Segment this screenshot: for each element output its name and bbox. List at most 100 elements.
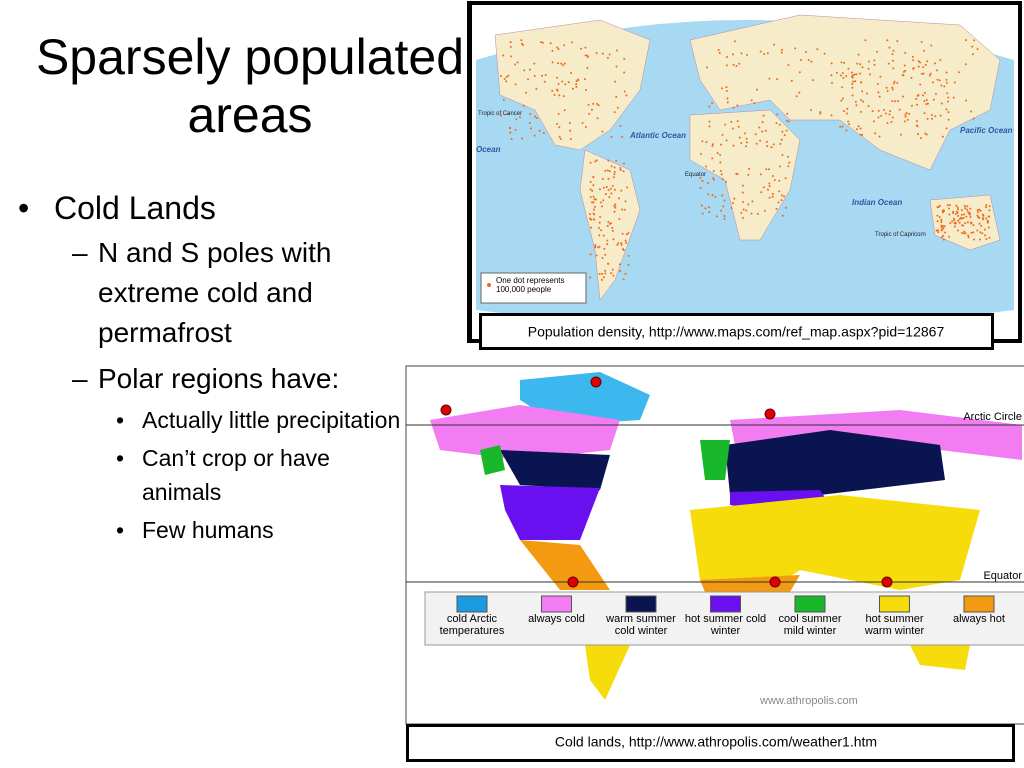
dot <box>708 206 711 209</box>
dot <box>986 221 989 224</box>
dot <box>610 165 613 168</box>
dot <box>624 200 627 203</box>
dot <box>750 212 753 215</box>
dot <box>725 139 728 142</box>
dot <box>843 61 846 64</box>
dot <box>586 67 589 70</box>
dot <box>541 41 544 44</box>
dot <box>594 244 597 247</box>
dot <box>970 110 973 113</box>
map-label: Pacific Ocean <box>960 126 1013 135</box>
dot <box>934 62 937 65</box>
dot <box>594 160 597 163</box>
dot <box>867 60 870 63</box>
dot <box>590 108 593 111</box>
dot <box>919 137 922 140</box>
legend-swatch <box>456 595 488 613</box>
dot <box>613 111 616 114</box>
dot <box>944 231 947 234</box>
dot <box>891 86 894 89</box>
dot <box>510 55 513 58</box>
dot <box>623 90 626 93</box>
dot <box>903 64 906 67</box>
dot <box>551 61 554 64</box>
dot <box>575 83 578 86</box>
dot <box>807 58 810 61</box>
dot <box>499 74 502 77</box>
dot <box>920 40 923 43</box>
dot <box>848 123 851 126</box>
dot <box>539 41 542 44</box>
dot <box>568 122 571 125</box>
dot <box>765 168 768 171</box>
dot <box>799 59 802 62</box>
caption: Population density, http://www.maps.com/… <box>528 324 945 340</box>
dot <box>969 215 972 218</box>
dot <box>855 104 858 107</box>
dot <box>592 201 595 204</box>
dot <box>886 90 889 93</box>
dot <box>529 112 532 115</box>
dot <box>773 179 776 182</box>
dot <box>736 120 739 123</box>
dot <box>759 139 762 142</box>
dot <box>712 169 715 172</box>
dot <box>732 63 735 66</box>
dot <box>591 189 594 192</box>
dot <box>917 93 920 96</box>
dot <box>607 177 610 180</box>
dot <box>947 96 950 99</box>
line-label: Equator <box>983 570 1022 582</box>
dot <box>794 47 797 50</box>
dot <box>608 53 611 56</box>
dot <box>860 99 863 102</box>
dot <box>937 231 940 234</box>
dot <box>607 262 610 265</box>
dot <box>816 48 819 51</box>
dot <box>854 80 857 83</box>
dot <box>946 92 949 95</box>
dot <box>892 67 895 70</box>
dot <box>771 192 774 195</box>
watermark: www.athropolis.com <box>759 695 858 707</box>
dot <box>903 120 906 123</box>
dot <box>784 206 787 209</box>
dot <box>971 53 974 56</box>
dot <box>712 177 715 180</box>
dot <box>942 234 945 237</box>
dot <box>592 176 595 179</box>
dot <box>622 278 625 281</box>
dot <box>751 200 754 203</box>
dot <box>908 112 911 115</box>
dot <box>711 194 714 197</box>
dot <box>627 232 630 235</box>
dot <box>915 97 918 100</box>
dot <box>978 208 981 211</box>
dot <box>786 112 789 115</box>
dot <box>912 67 915 70</box>
dot <box>960 213 963 216</box>
dot <box>611 184 614 187</box>
dot <box>957 214 960 217</box>
dot <box>704 207 707 210</box>
dot <box>563 62 566 65</box>
legend-label: always hot <box>953 613 1005 625</box>
dot <box>598 221 601 224</box>
dot <box>619 269 622 272</box>
dot <box>798 71 801 74</box>
dot <box>787 155 790 158</box>
region <box>690 495 980 590</box>
dot <box>883 108 886 111</box>
dot <box>860 81 863 84</box>
legend-label: always cold <box>528 613 585 625</box>
dot <box>783 134 786 137</box>
dot <box>985 204 988 207</box>
dot <box>602 276 605 279</box>
dot <box>606 243 609 246</box>
dot <box>934 92 937 95</box>
dot <box>717 48 720 51</box>
dot <box>741 184 744 187</box>
dot <box>780 51 783 54</box>
dot <box>768 77 771 80</box>
dot <box>956 208 959 211</box>
